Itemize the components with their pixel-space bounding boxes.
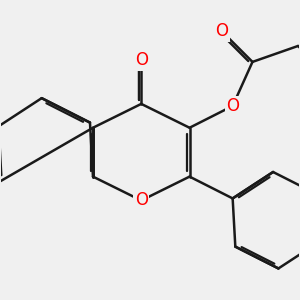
Text: O: O (226, 97, 239, 115)
Text: O: O (135, 191, 148, 209)
Text: O: O (215, 22, 228, 40)
Text: O: O (135, 51, 148, 69)
